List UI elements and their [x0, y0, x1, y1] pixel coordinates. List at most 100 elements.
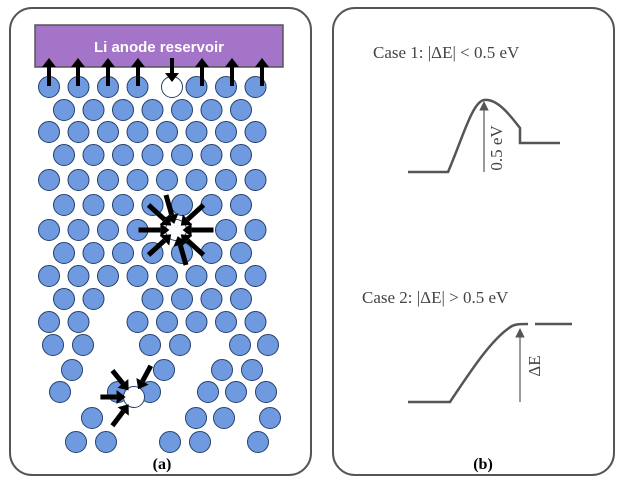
li-atom	[81, 407, 103, 429]
li-atom	[38, 265, 60, 287]
migration-arrow-head	[182, 223, 192, 237]
li-atom	[200, 194, 223, 216]
li-atom	[215, 219, 237, 241]
li-atom	[67, 265, 90, 287]
reservoir-box	[34, 24, 284, 68]
li-atom	[215, 121, 237, 143]
case2-delta-label: ΔE	[525, 355, 544, 376]
li-atom	[230, 144, 252, 166]
migration-arrow-head	[42, 58, 56, 67]
li-atom	[65, 431, 87, 453]
li-atom	[97, 265, 119, 287]
li-atom	[82, 144, 105, 166]
li-atom	[156, 265, 178, 287]
migration-arrow-shaft	[146, 203, 167, 222]
migration-arrow-shaft	[146, 238, 167, 257]
li-atom	[171, 194, 193, 216]
reservoir-label: Li anode reservoir	[94, 39, 224, 56]
li-atom	[82, 242, 105, 264]
li-atom	[38, 121, 60, 143]
li-atom	[97, 121, 119, 143]
li-atom	[185, 265, 208, 287]
li-atom	[213, 407, 235, 429]
li-atom	[244, 265, 267, 287]
li-atom	[112, 194, 134, 216]
migration-arrow-head	[117, 404, 129, 416]
migration-arrow-head	[165, 73, 179, 82]
li-atom	[255, 381, 277, 403]
migration-arrow-head	[116, 390, 126, 404]
li-atom	[171, 288, 193, 310]
li-atom	[230, 99, 252, 121]
li-atom	[244, 311, 267, 333]
case1-barrier-label: 0.5 eV	[487, 125, 506, 171]
panel-a: Li anode reservoir (a)	[9, 7, 312, 476]
li-atom	[169, 334, 191, 356]
li-atom	[153, 359, 175, 381]
li-atom	[95, 431, 117, 453]
li-atom	[156, 169, 178, 191]
li-atom	[185, 169, 208, 191]
li-atom	[67, 121, 90, 143]
li-atom	[53, 144, 75, 166]
li-atom	[72, 334, 94, 356]
li-atom	[229, 334, 251, 356]
li-atom	[185, 121, 208, 143]
li-atom	[53, 194, 75, 216]
li-atom	[141, 99, 164, 121]
migration-arrow-shaft	[185, 203, 206, 222]
panel-b-frame	[332, 7, 615, 476]
migration-arrow-head	[173, 236, 187, 247]
li-atom	[230, 242, 252, 264]
li-atom	[159, 431, 181, 453]
li-atom	[156, 311, 178, 333]
li-atom	[200, 99, 223, 121]
migration-arrow-head	[136, 377, 149, 390]
li-atom	[185, 311, 208, 333]
li-atom	[189, 431, 211, 453]
atom-lattice	[38, 76, 281, 453]
migration-arrow-head	[225, 58, 239, 67]
li-atom	[61, 359, 83, 381]
li-atom	[244, 121, 267, 143]
li-atom	[112, 242, 134, 264]
li-atom	[171, 99, 193, 121]
migration-arrow-head	[71, 58, 85, 67]
li-atom	[38, 311, 60, 333]
migration-arrow-shaft	[163, 194, 175, 216]
migration-arrow-shaft	[185, 238, 206, 257]
li-atom	[185, 407, 207, 429]
li-atom	[82, 194, 105, 216]
li-atom	[215, 169, 237, 191]
migration-arrow-head	[117, 379, 129, 391]
case1-label: Case 1: |ΔE| < 0.5 eV	[373, 43, 520, 62]
li-atom	[230, 194, 252, 216]
li-atom	[126, 311, 149, 333]
li-atom	[112, 144, 134, 166]
li-atom	[67, 219, 90, 241]
migration-arrow-head	[195, 58, 209, 67]
li-atom	[67, 311, 90, 333]
li-atom	[215, 265, 237, 287]
migration-arrow-head	[160, 223, 170, 237]
li-atom	[38, 169, 60, 191]
migration-arrow-head	[131, 58, 145, 67]
li-atom	[53, 288, 75, 310]
li-atom	[82, 288, 105, 310]
case1-energy-curve	[408, 98, 560, 174]
li-atom	[225, 381, 247, 403]
case2-energy-curve	[408, 322, 529, 404]
li-atom	[82, 99, 105, 121]
li-atom	[97, 169, 119, 191]
panel-b-caption: (b)	[473, 456, 493, 473]
panel-b: Case 1: |ΔE| < 0.5 eV 0.5 eV Case 2: |ΔE…	[332, 7, 615, 476]
li-atom	[241, 359, 263, 381]
li-atom	[53, 242, 75, 264]
li-atom	[139, 334, 161, 356]
li-atom	[67, 169, 90, 191]
li-atom	[126, 121, 149, 143]
li-atom	[112, 99, 134, 121]
panel-a-caption: (a)	[153, 456, 172, 473]
migration-arrow-shaft	[140, 364, 154, 383]
